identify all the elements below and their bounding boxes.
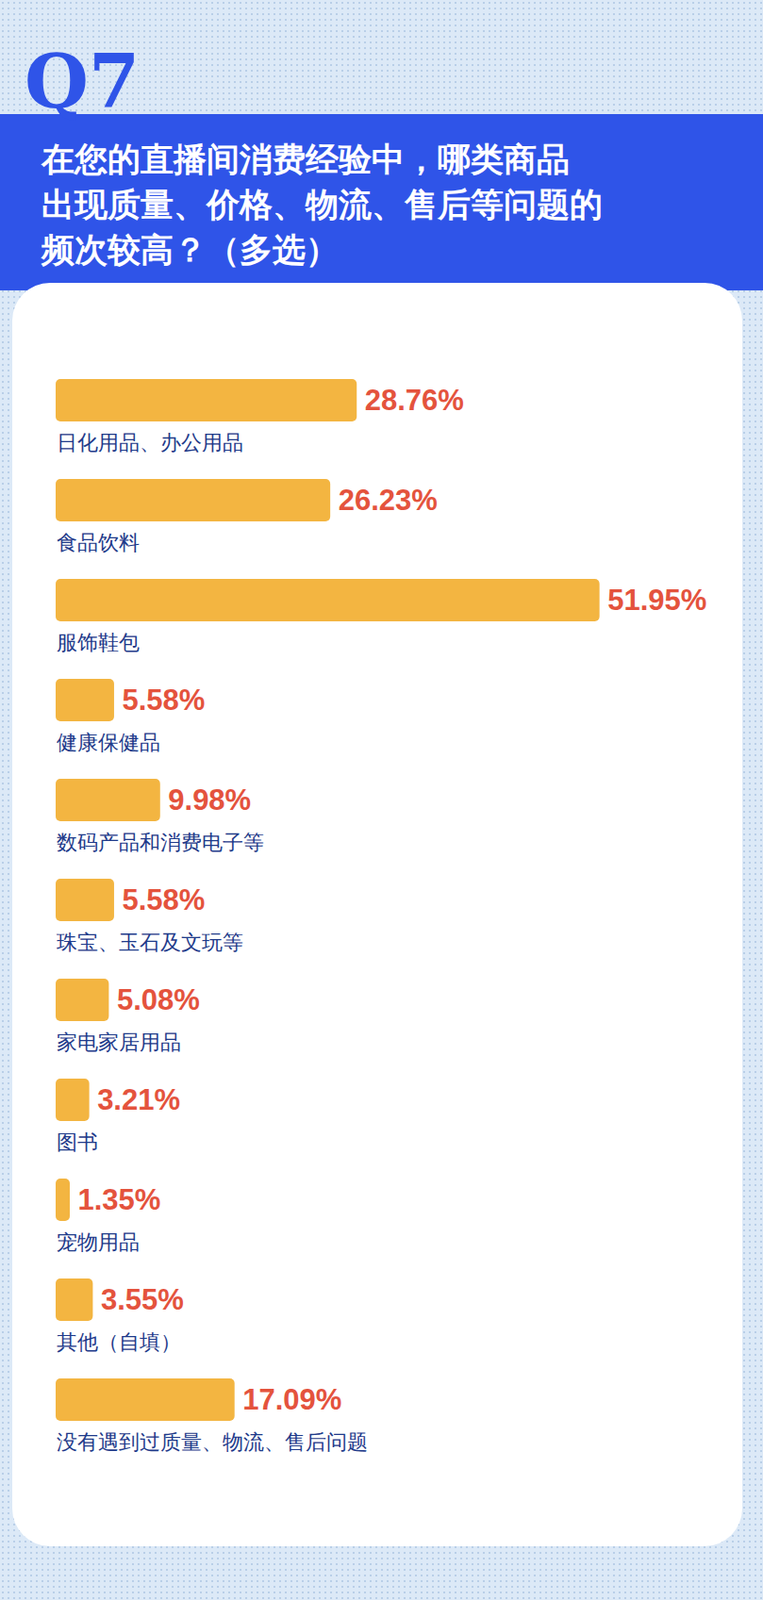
svg-text:51.95%: 51.95% (607, 583, 707, 617)
svg-text:珠宝、玉石及文玩等: 珠宝、玉石及文玩等 (56, 930, 244, 955)
html-text:在您的直播间消费经验中，哪类商品 出现质量、价格、物流、售后: 在您的直播间消费经验中，哪类商品 出现质量、价格、物流、售后等问题的 频次较高？… (41, 140, 603, 269)
svg-text:其他（自填）: 其他（自填） (56, 1330, 182, 1355)
svg-text:26.23%: 26.23% (338, 483, 438, 517)
svg-text:宠物用品: 宠物用品 (56, 1230, 140, 1255)
svg-text:17.09%: 17.09% (242, 1383, 342, 1417)
svg-text:3.21%: 3.21% (97, 1083, 181, 1117)
svg-text:5.08%: 5.08% (116, 983, 200, 1017)
svg-text:28.76%: 28.76% (364, 383, 465, 417)
svg-text:健康保健品: 健康保健品 (56, 730, 161, 755)
svg-text:9.98%: 9.98% (167, 783, 251, 817)
svg-text:5.58%: 5.58% (121, 683, 205, 717)
svg-text:家电家居用品: 家电家居用品 (56, 1030, 182, 1055)
svg-text:日化用品、办公用品: 日化用品、办公用品 (56, 431, 244, 455)
svg-text:没有遇到过质量、物流、售后问题: 没有遇到过质量、物流、售后问题 (56, 1430, 368, 1455)
svg-text:食品饮料: 食品饮料 (56, 530, 140, 555)
html-text:Q7: Q7 (24, 38, 140, 125)
svg-text:图书: 图书 (56, 1130, 99, 1155)
svg-text:服饰鞋包: 服饰鞋包 (56, 630, 140, 655)
svg-text:1.35%: 1.35% (77, 1183, 161, 1217)
svg-text:3.55%: 3.55% (100, 1283, 184, 1317)
svg-text:5.58%: 5.58% (121, 883, 205, 917)
svg-text:数码产品和消费电子等: 数码产品和消费电子等 (56, 830, 265, 855)
